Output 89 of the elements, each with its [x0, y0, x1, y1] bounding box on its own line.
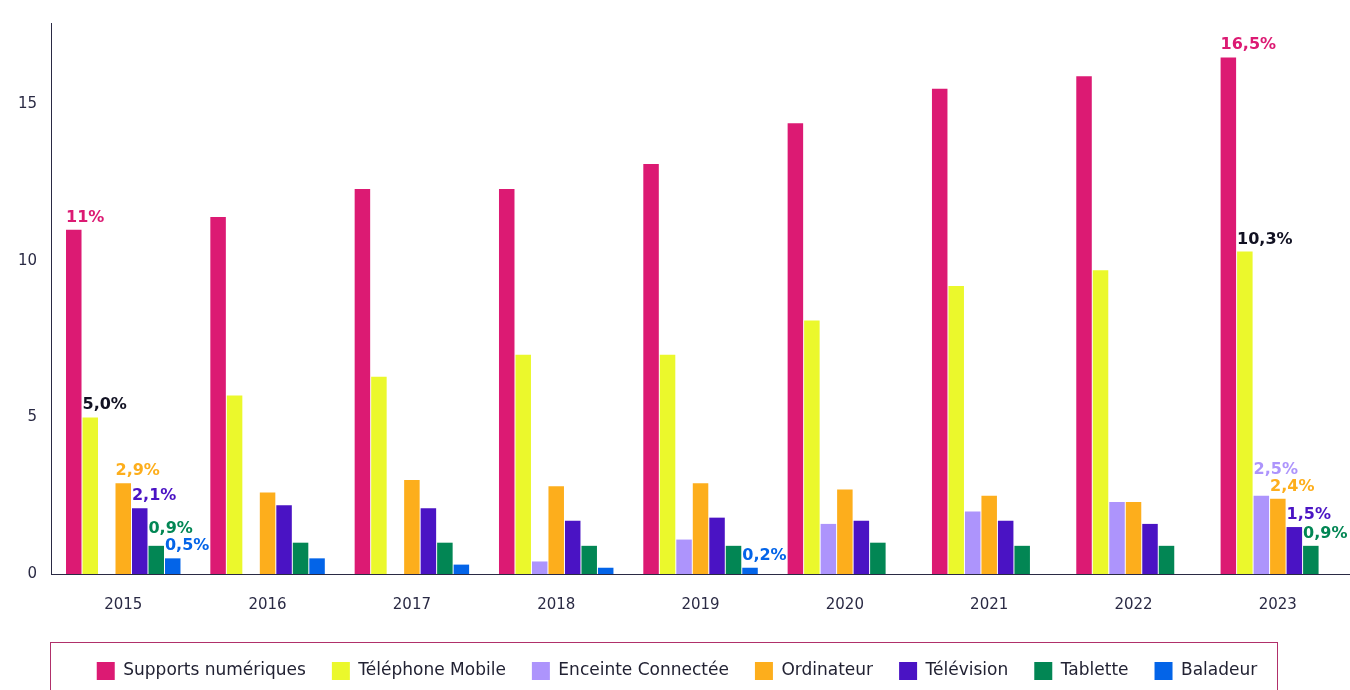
bar [66, 229, 82, 574]
bar [564, 520, 581, 574]
bar [210, 217, 226, 574]
bar [997, 520, 1014, 574]
legend-label: Télévision [924, 659, 1009, 680]
bar [597, 567, 614, 574]
data-label: 5,0% [82, 394, 127, 414]
data-label: 2,4% [1270, 475, 1315, 495]
bar [1270, 498, 1286, 574]
x-tick-label: 2017 [392, 594, 431, 613]
data-label: 11% [66, 206, 105, 226]
bar [548, 486, 564, 574]
bar [276, 505, 292, 574]
bar [725, 545, 742, 574]
bar [1076, 76, 1092, 574]
bar [581, 545, 597, 574]
bar [531, 561, 548, 574]
x-tick-label: 2016 [248, 594, 287, 613]
legend-label: Téléphone Mobile [357, 659, 506, 680]
bar [371, 376, 387, 574]
bar [498, 188, 515, 574]
bar [870, 542, 886, 574]
bar [837, 489, 853, 574]
bar [1286, 527, 1303, 574]
bar [1253, 495, 1270, 574]
data-label: 0,2% [742, 544, 787, 564]
bar [948, 285, 964, 574]
data-label: 0,9% [148, 518, 193, 538]
bar [853, 520, 870, 574]
x-tick-label: 2022 [1114, 594, 1153, 613]
x-tick-label: 2021 [970, 594, 1009, 613]
bar [964, 511, 981, 574]
legend-label: Enceinte Connectée [558, 659, 729, 680]
bar [115, 483, 131, 574]
legend-label: Baladeur [1181, 659, 1258, 680]
bar [309, 558, 325, 574]
bar [742, 567, 758, 574]
bar [515, 354, 531, 574]
bar [453, 564, 470, 574]
bar [931, 88, 948, 574]
bar [820, 523, 837, 574]
data-label: 0,9% [1303, 522, 1348, 542]
bar [676, 539, 692, 574]
bar [148, 545, 164, 574]
y-tick-label: 5 [27, 407, 38, 426]
y-tick-label: 10 [17, 250, 38, 269]
data-label: 1,5% [1286, 504, 1331, 524]
bar [787, 123, 804, 574]
bar [804, 320, 820, 574]
bar [1092, 270, 1109, 574]
bar [692, 483, 709, 574]
data-label: 2,1% [131, 485, 177, 505]
bar [259, 492, 276, 574]
x-tick-label: 2020 [825, 594, 864, 613]
bar [226, 395, 243, 574]
bar [1014, 545, 1030, 574]
legend-label: Supports numériques [123, 659, 307, 680]
legend-label: Tablette [1059, 659, 1129, 680]
bar [659, 354, 676, 574]
bar [131, 508, 148, 574]
bar [1158, 545, 1175, 574]
x-tick-label: 2018 [537, 594, 576, 613]
data-label: 2,9% [115, 460, 160, 480]
data-label: 2,5% [1253, 458, 1298, 478]
bar [981, 495, 997, 574]
bar [404, 480, 420, 574]
data-label: 10,3% [1237, 228, 1293, 248]
y-tick-label: 0 [27, 563, 38, 582]
bar [354, 188, 371, 574]
bar [437, 542, 453, 574]
x-tick-label: 2023 [1258, 594, 1297, 613]
data-label: 0,5% [164, 535, 210, 555]
legend-label: Ordinateur [781, 659, 874, 680]
x-tick-label: 2019 [681, 594, 720, 613]
x-tick-label: 2015 [104, 594, 143, 613]
bar [643, 163, 659, 574]
bar [292, 542, 309, 574]
bar [709, 517, 725, 574]
bar [1125, 501, 1142, 574]
y-tick-label: 15 [17, 94, 38, 113]
bar [164, 558, 181, 574]
bar [420, 508, 437, 574]
data-label: 16,5% [1220, 34, 1277, 54]
bar [1142, 523, 1158, 574]
bar [1220, 57, 1237, 574]
bar [82, 417, 99, 574]
bar [1237, 251, 1253, 574]
bar [1303, 545, 1319, 574]
bar [1109, 501, 1125, 574]
